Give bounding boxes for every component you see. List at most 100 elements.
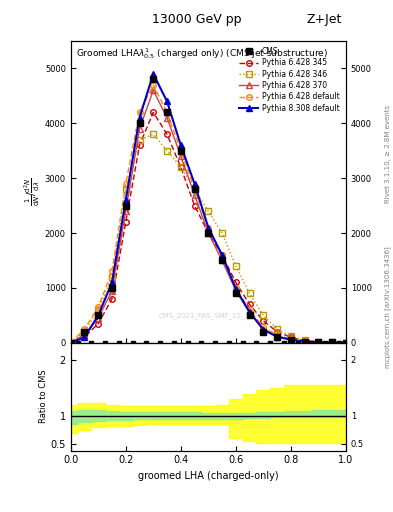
Pythia 6.428 default	[247, 307, 252, 313]
Pythia 6.428 346	[302, 337, 307, 343]
Pythia 6.428 default	[233, 285, 238, 291]
Pythia 8.308 default	[220, 252, 224, 258]
Text: Rivet 3.1.10, ≥ 2.8M events: Rivet 3.1.10, ≥ 2.8M events	[385, 104, 391, 203]
Pythia 6.428 346	[82, 329, 87, 335]
Pythia 6.428 345	[82, 334, 87, 340]
Pythia 6.428 346	[123, 186, 128, 192]
CMS	[178, 147, 183, 154]
Pythia 6.428 default	[192, 186, 197, 192]
Pythia 6.428 default	[343, 339, 348, 346]
CMS	[151, 76, 156, 82]
Pythia 6.428 345	[288, 334, 293, 340]
Pythia 6.428 346	[275, 326, 279, 332]
Pythia 6.428 345	[330, 339, 334, 346]
Text: Z+Jet: Z+Jet	[307, 13, 342, 26]
Pythia 6.428 default	[96, 304, 101, 310]
Pythia 6.428 370	[192, 191, 197, 198]
Pythia 6.428 346	[110, 274, 114, 280]
CMS	[96, 312, 101, 318]
Pythia 6.428 345	[151, 109, 156, 115]
Pythia 6.428 346	[137, 137, 142, 143]
CMS	[302, 338, 307, 345]
Pythia 8.308 default	[261, 327, 266, 333]
Pythia 6.428 370	[330, 339, 334, 346]
Pythia 6.428 370	[220, 258, 224, 264]
CMS	[261, 329, 266, 335]
CMS	[275, 334, 279, 340]
CMS	[330, 339, 334, 346]
CMS	[233, 290, 238, 296]
Pythia 6.428 default	[316, 339, 321, 345]
Text: 13000 GeV pp: 13000 GeV pp	[152, 13, 241, 26]
Pythia 8.308 default	[288, 337, 293, 343]
CMS	[247, 312, 252, 318]
Pythia 8.308 default	[343, 339, 348, 346]
Pythia 8.308 default	[151, 71, 156, 77]
Pythia 8.308 default	[247, 309, 252, 315]
Pythia 8.308 default	[206, 224, 211, 230]
Pythia 6.428 345	[233, 280, 238, 286]
Pythia 6.428 345	[206, 230, 211, 236]
Pythia 6.428 default	[288, 336, 293, 342]
Pythia 6.428 345	[316, 339, 321, 345]
Pythia 6.428 346	[233, 263, 238, 269]
Pythia 6.428 default	[261, 324, 266, 330]
Pythia 6.428 370	[261, 326, 266, 332]
Pythia 6.428 default	[123, 181, 128, 187]
CMS	[192, 186, 197, 192]
CMS	[137, 120, 142, 126]
Pythia 6.428 370	[275, 333, 279, 339]
Pythia 6.428 346	[220, 230, 224, 236]
Pythia 6.428 default	[68, 339, 73, 346]
CMS	[82, 329, 87, 335]
Pythia 6.428 370	[233, 288, 238, 294]
Pythia 6.428 345	[110, 296, 114, 302]
Pythia 8.308 default	[82, 334, 87, 340]
Pythia 6.428 370	[137, 125, 142, 132]
Pythia 6.428 345	[261, 318, 266, 324]
Pythia 6.428 346	[165, 147, 169, 154]
Pythia 6.428 345	[275, 329, 279, 335]
CMS	[68, 339, 73, 346]
Pythia 8.308 default	[137, 115, 142, 121]
Legend: CMS, Pythia 6.428 345, Pythia 6.428 346, Pythia 6.428 370, Pythia 6.428 default,: CMS, Pythia 6.428 345, Pythia 6.428 346,…	[237, 45, 342, 115]
Pythia 6.428 370	[178, 153, 183, 159]
Pythia 6.428 346	[261, 312, 266, 318]
CMS	[220, 258, 224, 264]
Pythia 6.428 346	[316, 338, 321, 345]
Line: Pythia 8.308 default: Pythia 8.308 default	[68, 71, 349, 346]
Pythia 6.428 346	[192, 186, 197, 192]
X-axis label: groomed LHA (charged-only): groomed LHA (charged-only)	[138, 471, 279, 481]
Pythia 6.428 345	[343, 339, 348, 346]
Pythia 6.428 370	[96, 315, 101, 321]
Pythia 8.308 default	[316, 339, 321, 345]
Pythia 6.428 default	[206, 224, 211, 230]
CMS	[316, 339, 321, 345]
Y-axis label: $\frac{1}{\mathrm{d}N} / \frac{\mathrm{d}^2N}{\mathrm{d}\lambda}$: $\frac{1}{\mathrm{d}N} / \frac{\mathrm{d…	[22, 178, 42, 206]
Line: Pythia 6.428 346: Pythia 6.428 346	[68, 132, 349, 346]
Pythia 8.308 default	[302, 338, 307, 345]
Pythia 6.428 345	[247, 301, 252, 307]
Pythia 6.428 345	[220, 252, 224, 258]
Pythia 6.428 370	[68, 339, 73, 346]
Text: Groomed LHA$\lambda^{1}_{0.5}$ (charged only) (CMS jet substructure): Groomed LHA$\lambda^{1}_{0.5}$ (charged …	[76, 46, 328, 61]
Pythia 8.308 default	[192, 181, 197, 187]
Pythia 8.308 default	[178, 142, 183, 148]
Pythia 6.428 default	[137, 109, 142, 115]
Pythia 6.428 default	[330, 339, 334, 346]
Pythia 6.428 345	[123, 219, 128, 225]
CMS	[206, 230, 211, 236]
Pythia 8.308 default	[330, 339, 334, 346]
Pythia 6.428 346	[68, 339, 73, 346]
Pythia 6.428 370	[123, 208, 128, 214]
Pythia 6.428 345	[178, 164, 183, 170]
Pythia 6.428 345	[68, 339, 73, 346]
Line: Pythia 6.428 345: Pythia 6.428 345	[68, 110, 349, 346]
Pythia 6.428 370	[288, 336, 293, 343]
Pythia 6.428 345	[165, 131, 169, 137]
Pythia 6.428 370	[302, 338, 307, 345]
Pythia 6.428 default	[178, 147, 183, 154]
Pythia 8.308 default	[123, 197, 128, 203]
CMS	[165, 109, 169, 115]
Pythia 8.308 default	[165, 98, 169, 104]
